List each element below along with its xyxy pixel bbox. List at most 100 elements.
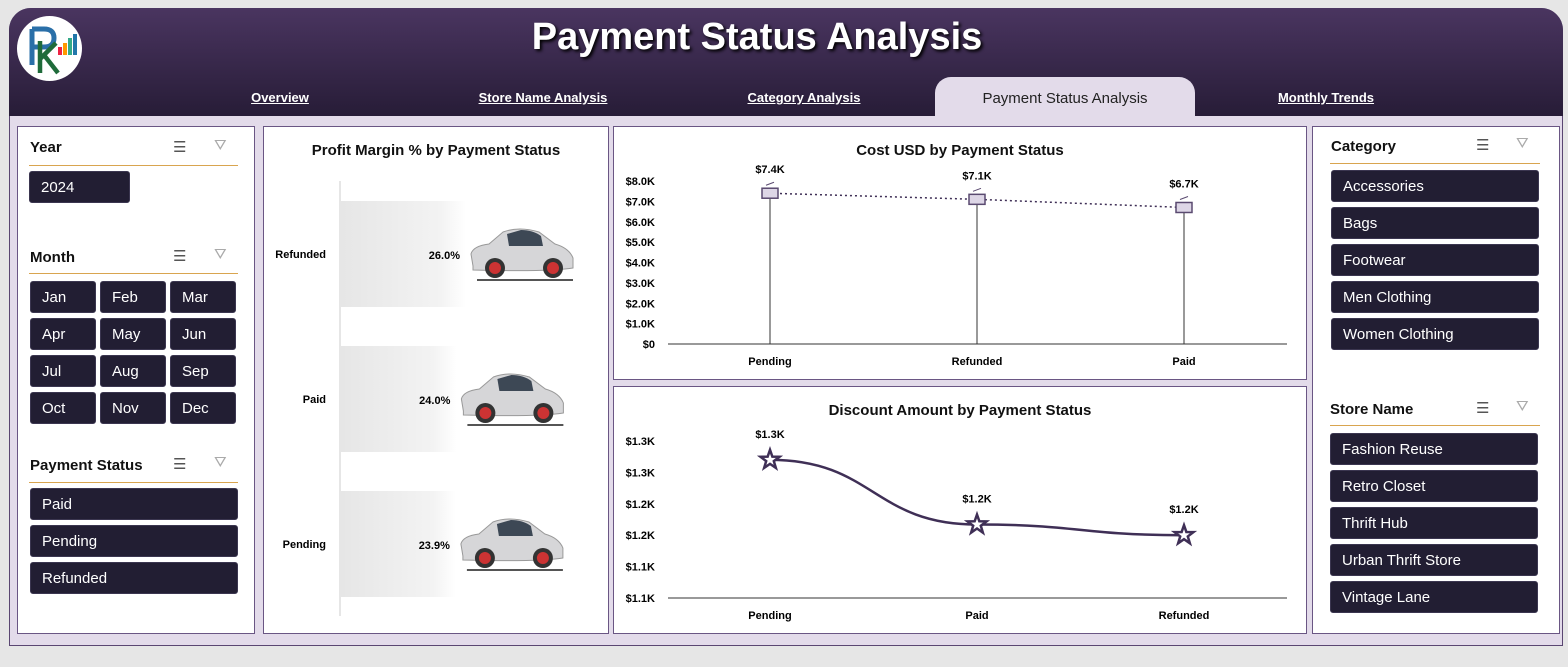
data-label: $1.3K (755, 429, 784, 441)
payment-status-slicer-title: Payment Status (30, 457, 143, 474)
multi-select-icon[interactable]: ☰ (173, 248, 187, 265)
slicer-item-category[interactable]: Women Clothing (1331, 318, 1539, 350)
tab-payment-status-analysis[interactable]: Payment Status Analysis (935, 77, 1195, 116)
discount-chart: $1.1K $1.1K $1.2K $1.2K $1.3K $1.3K Pending Pai… (626, 429, 1287, 622)
slicer-item-store[interactable]: Fashion Reuse (1330, 433, 1538, 465)
y-tick-label: $1.0K (626, 319, 655, 331)
slicer-item-month[interactable]: Apr (30, 318, 96, 350)
discount-chart-panel (613, 386, 1307, 634)
y-tick-label: $3.0K (626, 278, 655, 290)
car-icon (460, 373, 564, 426)
bar (341, 346, 457, 452)
money-marker (968, 187, 986, 206)
y-tick-label: $1.1K (626, 593, 655, 605)
money-marker (761, 181, 779, 199)
cost-chart: $0 $1.0K $2.0K $3.0K $4.0K $5.0K $6.0K $7.0K $8.… (626, 164, 1287, 368)
chart-title: Profit Margin % by Payment Status (311, 142, 561, 159)
car-icon (470, 228, 574, 281)
month-slicer-title: Month (30, 249, 75, 266)
slicer-item-month[interactable]: Jun (170, 318, 236, 350)
slicer-item-paid[interactable]: Paid (30, 488, 238, 520)
data-label: $1.2K (1169, 504, 1198, 516)
slicer-item-month[interactable]: Jul (30, 355, 96, 387)
store-name-slicer-title: Store Name (1330, 401, 1414, 418)
page-title: Payment Status Analysis (531, 16, 983, 58)
slicer-item-store[interactable]: Retro Closet (1330, 470, 1538, 502)
slicer-item-refunded[interactable]: Refunded (30, 562, 238, 594)
clear-filter-icon[interactable]: ⛛ (1516, 135, 1529, 152)
data-label: 24.0% (419, 395, 450, 407)
slicer-item-month[interactable]: Nov (100, 392, 166, 424)
multi-select-icon[interactable]: ☰ (1476, 137, 1490, 154)
clear-filter-icon[interactable]: ⛛ (214, 137, 227, 154)
slicer-item-month[interactable]: May (100, 318, 166, 350)
x-tick-label: Refunded (952, 356, 1003, 368)
clear-filter-icon[interactable]: ⛛ (214, 454, 227, 471)
slicer-item-month[interactable]: Jan (30, 281, 96, 313)
car-icon (460, 518, 564, 571)
y-tick-label: $1.2K (626, 499, 655, 511)
data-label: $1.2K (962, 494, 991, 506)
category-label: Paid (303, 394, 326, 406)
y-tick-label: $7.0K (626, 196, 655, 208)
divider (29, 165, 238, 166)
category-label: Pending (283, 539, 326, 551)
divider (29, 273, 238, 274)
header (9, 8, 1563, 116)
slicer-item-category[interactable]: Footwear (1331, 244, 1539, 276)
x-tick-label: Paid (1172, 356, 1195, 368)
tab-overview[interactable]: Overview (251, 90, 309, 105)
slicer-item-category[interactable]: Accessories (1331, 170, 1539, 202)
tab-monthly-trends[interactable]: Monthly Trends (1277, 90, 1375, 105)
y-tick-label: $8.0K (626, 176, 655, 188)
y-tick-label: $1.3K (626, 436, 655, 448)
cost-chart-panel (613, 126, 1307, 380)
slicer-item-month[interactable]: Mar (170, 281, 236, 313)
money-marker (1175, 196, 1193, 214)
year-slicer-title: Year (30, 139, 62, 156)
slicer-item-2024[interactable]: 2024 (29, 171, 130, 203)
data-label: 23.9% (419, 540, 450, 552)
clear-filter-icon[interactable]: ⛛ (1516, 398, 1529, 415)
slicer-item-category[interactable]: Bags (1331, 207, 1539, 239)
x-tick-label: Paid (965, 610, 988, 622)
multi-select-icon[interactable]: ☰ (1476, 400, 1490, 417)
y-tick-label: $6.0K (626, 217, 655, 229)
bar (341, 201, 466, 307)
divider (1330, 425, 1540, 426)
x-tick-label: Refunded (1159, 610, 1210, 622)
data-label: $6.7K (1169, 178, 1198, 190)
y-tick-label: $0 (643, 339, 655, 351)
slicer-item-month[interactable]: Aug (100, 355, 166, 387)
tab-category-analysis[interactable]: Category Analysis (747, 90, 861, 105)
multi-select-icon[interactable]: ☰ (173, 456, 187, 473)
y-tick-label: $1.3K (626, 467, 655, 479)
multi-select-icon[interactable]: ☰ (173, 139, 187, 156)
logo-icon (29, 26, 77, 74)
tab-store-name-analysis[interactable]: Store Name Analysis (478, 90, 608, 105)
data-label: 26.0% (429, 250, 460, 262)
divider (29, 482, 238, 483)
slicer-item-store[interactable]: Urban Thrift Store (1330, 544, 1538, 576)
y-tick-label: $5.0K (626, 237, 655, 249)
divider (1330, 163, 1540, 164)
data-label: $7.4K (755, 164, 784, 176)
slicer-item-month[interactable]: Sep (170, 355, 236, 387)
slicer-item-store[interactable]: Thrift Hub (1330, 507, 1538, 539)
slicer-item-month[interactable]: Dec (170, 392, 236, 424)
y-tick-label: $1.1K (626, 562, 655, 574)
category-label: Refunded (275, 249, 326, 261)
slicer-item-category[interactable]: Men Clothing (1331, 281, 1539, 313)
slicer-item-store[interactable]: Vintage Lane (1330, 581, 1538, 613)
slicer-item-month[interactable]: Feb (100, 281, 166, 313)
slicer-item-month[interactable]: Oct (30, 392, 96, 424)
series-line (769, 192, 1185, 209)
star-marker (756, 446, 784, 472)
slicer-item-pending[interactable]: Pending (30, 525, 238, 557)
star-marker (1170, 521, 1198, 547)
star-marker (963, 510, 991, 536)
x-tick-label: Pending (748, 356, 791, 368)
y-tick-label: $4.0K (626, 258, 655, 270)
clear-filter-icon[interactable]: ⛛ (214, 246, 227, 263)
chart-title: Discount Amount by Payment Status (828, 402, 1092, 419)
